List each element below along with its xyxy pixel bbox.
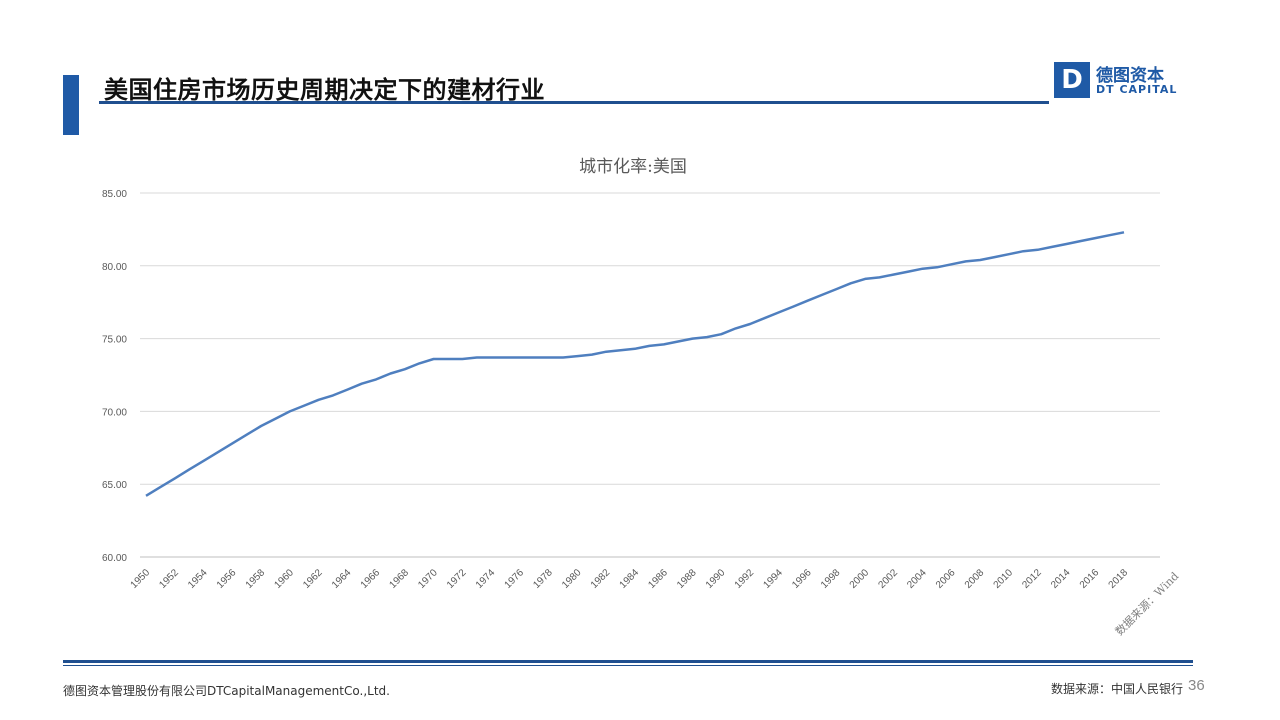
- x-tick-label: 1978: [531, 567, 555, 591]
- x-tick-label: 2002: [876, 567, 900, 591]
- page-title: 美国住房市场历史周期决定下的建材行业: [104, 76, 545, 104]
- logo-en-text: DT CAPITAL: [1096, 83, 1178, 96]
- x-tick-label: 1952: [157, 567, 181, 591]
- x-tick-label: 1984: [618, 567, 642, 591]
- footer-source: 数据来源：中国人民银行: [1050, 682, 1183, 696]
- x-tick-label: 2016: [1078, 567, 1102, 591]
- title-underline: [99, 101, 1049, 104]
- x-tick-label: 2006: [934, 567, 958, 591]
- x-tick-label: 1956: [215, 567, 239, 591]
- x-tick-label: 2010: [992, 567, 1016, 591]
- x-tick-label: 1964: [330, 567, 354, 591]
- x-tick-label: 1968: [387, 567, 411, 591]
- y-tick-label: 60.00: [102, 553, 127, 564]
- logo-mark-icon: D: [1054, 62, 1090, 98]
- y-tick-label: 80.00: [102, 262, 127, 273]
- x-tick-label: 1980: [560, 567, 584, 591]
- footer-company: 德图资本管理股份有限公司DTCapitalManagementCo.,Ltd.: [63, 684, 390, 698]
- x-tick-label: 1954: [186, 567, 210, 591]
- x-axis-ticks: 1950 1952 1954 1956 1958 1960 1962 1964 1966 1968…: [129, 567, 1131, 591]
- title-accent-bar: [63, 75, 79, 135]
- x-tick-label: 1988: [675, 567, 699, 591]
- y-tick-label: 85.00: [102, 189, 127, 200]
- x-tick-label: 1996: [790, 567, 814, 591]
- y-tick-label: 75.00: [102, 335, 127, 346]
- x-tick-label: 1982: [589, 567, 613, 591]
- x-tick-label: 1976: [503, 567, 527, 591]
- x-tick-label: 1994: [761, 567, 785, 591]
- chart-series: [145, 231, 1125, 497]
- x-tick-label: 1962: [301, 567, 325, 591]
- x-tick-label: 1992: [733, 567, 757, 591]
- x-tick-label: 1950: [129, 567, 153, 591]
- x-tick-label: 1966: [359, 567, 383, 591]
- y-tick-label: 65.00: [102, 480, 127, 491]
- urbanization-series-line: [145, 231, 1125, 497]
- chart-title: 城市化率:美国: [579, 157, 687, 177]
- x-tick-label: 1972: [445, 567, 469, 591]
- logo-cn-text: 德图资本: [1096, 66, 1164, 86]
- x-tick-label: 2018: [1107, 567, 1131, 591]
- company-logo: D 德图资本 DT CAPITAL: [1054, 60, 1179, 98]
- x-tick-label: 2012: [1020, 567, 1044, 591]
- chart-gridlines: [140, 192, 1160, 558]
- x-tick-label: 1998: [819, 567, 843, 591]
- x-tick-label: 1960: [272, 567, 296, 591]
- x-tick-label: 1970: [416, 567, 440, 591]
- page-number: 36: [1188, 677, 1205, 694]
- x-tick-label: 2014: [1049, 567, 1073, 591]
- y-tick-label: 70.00: [102, 407, 127, 418]
- urbanization-line-chart: 城市化率:美国 60.00 65.00 70.00 75.00 80.00 85.00 1…: [102, 157, 1181, 638]
- y-axis-ticks: 60.00 65.00 70.00 75.00 80.00 85.00: [102, 189, 127, 564]
- x-tick-label: 2000: [848, 567, 872, 591]
- footer-rule: [63, 660, 1193, 663]
- x-tick-label: 1986: [646, 567, 670, 591]
- x-tick-label: 1958: [244, 567, 268, 591]
- x-tick-label: 2008: [963, 567, 987, 591]
- x-tick-label: 1990: [704, 567, 728, 591]
- footer-rule-thin: [63, 665, 1193, 666]
- x-tick-label: 1974: [474, 567, 498, 591]
- x-tick-label: 2004: [905, 567, 929, 591]
